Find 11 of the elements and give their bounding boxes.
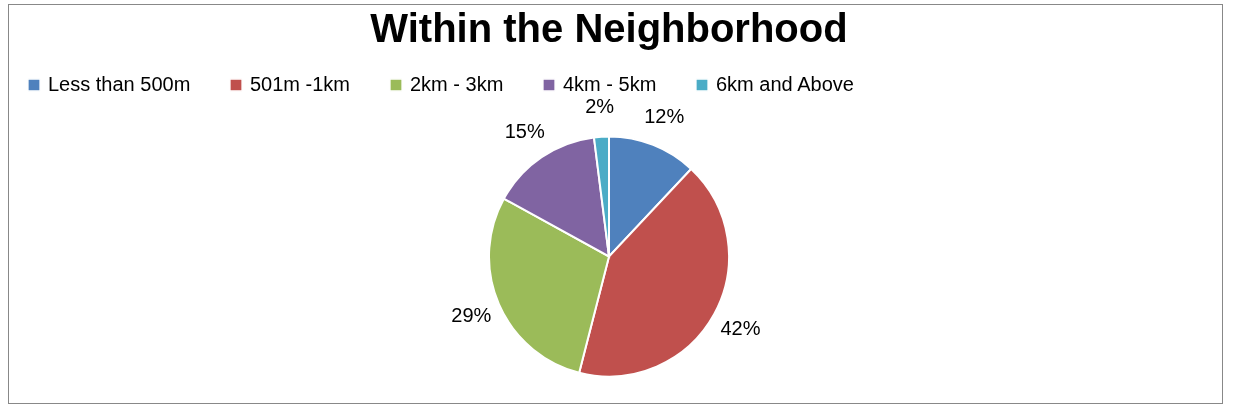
legend-label: Less than 500m: [48, 73, 191, 95]
legend-label: 4km - 5km: [563, 73, 657, 95]
data-label: 2%: [585, 94, 615, 117]
legend-label: 501m -1km: [250, 73, 351, 95]
legend-label: 6km and Above: [716, 73, 854, 95]
data-label: 15%: [504, 120, 545, 143]
data-label: 12%: [644, 105, 685, 128]
data-label: 29%: [451, 304, 492, 327]
legend-label: 2km - 3km: [410, 73, 504, 95]
data-label: 42%: [720, 316, 761, 339]
chart-title: Within the Neighborhood: [370, 6, 848, 50]
